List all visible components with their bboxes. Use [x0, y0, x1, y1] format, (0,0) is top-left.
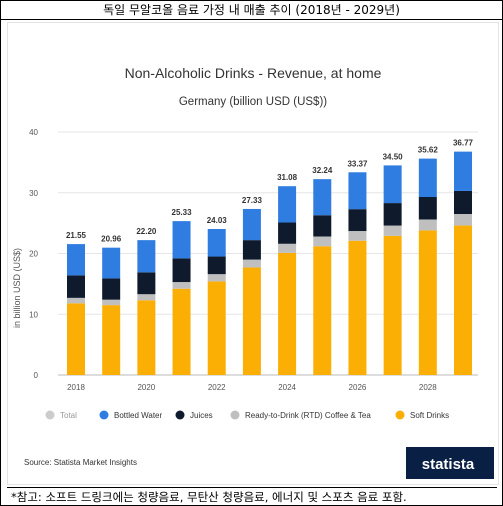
bar-segment-juices [207, 256, 226, 275]
legend-item-label[interactable]: Ready-to-Drink (RTD) Coffee & Tea [245, 411, 371, 420]
bar-segment-soft-drinks [418, 230, 437, 375]
chart-svg: Non-Alcoholic Drinks - Revenue, at home … [12, 65, 494, 479]
legend-item-label[interactable]: Total [60, 411, 77, 420]
footnote: *참고: 소프트 드링크에는 청량음료, 무탄산 청량음료, 에너지 및 스포츠… [7, 487, 497, 505]
bar-segment-juices [418, 197, 437, 220]
bar-total-label: 31.08 [277, 173, 298, 182]
y-tick-label: 0 [34, 371, 39, 380]
bar-segment-bottled-water [102, 247, 121, 279]
y-axis-label: in billion USD (US$) [12, 248, 22, 328]
bar-segment-bottled-water [172, 221, 191, 259]
bar-segment-juices [172, 258, 191, 283]
bar-total-label: 24.03 [207, 216, 228, 225]
bar-segment-ready-to-drink-rtd-coffee-tea [102, 299, 121, 306]
legend-marker[interactable] [395, 410, 405, 420]
bar-total-label: 20.96 [101, 235, 122, 244]
legend-marker[interactable] [45, 410, 55, 420]
bar-segment-soft-drinks [383, 235, 402, 375]
brand-logo-box [406, 447, 494, 479]
legend-marker[interactable] [99, 410, 109, 420]
bar-segment-juices [454, 190, 472, 215]
legend-item-label[interactable]: Bottled Water [114, 411, 163, 420]
bar-segment-bottled-water [207, 229, 226, 257]
bar-segment-bottled-water [278, 186, 297, 223]
page-title: 독일 무알코올 음료 가정 내 매출 추이 (2018년 - 2029년) [1, 1, 502, 20]
legend-item-label[interactable]: Soft Drinks [410, 411, 449, 420]
legend-marker[interactable] [230, 410, 240, 420]
bar-total-label: 27.33 [242, 196, 263, 205]
bar-segment-juices [348, 209, 367, 232]
bar-segment-soft-drinks [454, 225, 472, 375]
bar-segment-juices [102, 278, 121, 300]
legend-marker[interactable] [175, 410, 185, 420]
bar-segment-juices [313, 215, 332, 237]
bar-total-label: 25.33 [172, 208, 193, 217]
x-tick-label: 2026 [349, 383, 367, 392]
bar-segment-juices [67, 275, 85, 298]
bar-segment-soft-drinks [348, 240, 367, 375]
bar-segment-ready-to-drink-rtd-coffee-tea [418, 219, 437, 231]
bar-segment-bottled-water [418, 158, 437, 198]
bar-total-label: 36.77 [453, 139, 474, 148]
bar-segment-juices [137, 272, 156, 295]
bar-segment-bottled-water [348, 172, 367, 210]
bar-segment-soft-drinks [172, 288, 191, 375]
bar-total-label: 22.20 [136, 227, 157, 236]
chart-title: Non-Alcoholic Drinks - Revenue, at home [125, 65, 382, 81]
bar-segment-soft-drinks [278, 252, 297, 375]
bar-segment-bottled-water [454, 151, 472, 191]
bar-segment-bottled-water [242, 208, 261, 241]
source-note: Source: Statista Market Insights [24, 458, 137, 467]
bar-segment-soft-drinks [242, 267, 261, 375]
x-tick-label: 2022 [208, 383, 226, 392]
bar-total-label: 34.50 [383, 152, 404, 161]
bar-segment-ready-to-drink-rtd-coffee-tea [348, 231, 367, 241]
bar-segment-ready-to-drink-rtd-coffee-tea [383, 225, 402, 236]
x-tick-label: 2020 [137, 383, 155, 392]
bar-segment-ready-to-drink-rtd-coffee-tea [278, 243, 297, 253]
bar-segment-soft-drinks [102, 305, 121, 375]
bar-total-label: 35.62 [418, 146, 439, 155]
bar-segment-ready-to-drink-rtd-coffee-tea [67, 297, 85, 304]
bar-segment-soft-drinks [67, 303, 85, 375]
legend-item-label[interactable]: Juices [190, 411, 213, 420]
bar-segment-bottled-water [313, 179, 332, 216]
y-tick-label: 20 [29, 250, 38, 259]
bar-segment-ready-to-drink-rtd-coffee-tea [172, 282, 191, 289]
x-tick-label: 2018 [67, 383, 85, 392]
bar-total-label: 33.37 [347, 159, 368, 168]
y-tick-label: 10 [29, 310, 38, 319]
bar-segment-ready-to-drink-rtd-coffee-tea [454, 214, 472, 226]
bar-total-label: 32.24 [312, 166, 333, 175]
bar-segment-bottled-water [67, 244, 85, 276]
bar-segment-soft-drinks [137, 300, 156, 375]
bar-segment-juices [383, 203, 402, 226]
bar-segment-ready-to-drink-rtd-coffee-tea [207, 274, 226, 282]
bar-segment-juices [278, 222, 297, 244]
bar-segment-ready-to-drink-rtd-coffee-tea [137, 294, 156, 301]
x-tick-label: 2024 [278, 383, 296, 392]
bar-segment-ready-to-drink-rtd-coffee-tea [313, 236, 332, 247]
y-tick-label: 30 [29, 189, 38, 198]
bar-segment-juices [242, 240, 261, 260]
y-tick-label: 40 [29, 128, 38, 137]
bar-segment-bottled-water [383, 165, 402, 204]
brand-logo: statista [422, 456, 475, 473]
bar-segment-bottled-water [137, 240, 156, 273]
bar-segment-soft-drinks [313, 246, 332, 375]
bar-segment-ready-to-drink-rtd-coffee-tea [242, 259, 261, 268]
chart-subtitle: Germany (billion USD (US$)) [179, 96, 327, 108]
bar-segment-soft-drinks [207, 281, 226, 375]
chart-panel: Non-Alcoholic Drinks - Revenue, at home … [7, 22, 499, 485]
bar-total-label: 21.55 [66, 231, 87, 240]
x-tick-label: 2028 [419, 383, 437, 392]
